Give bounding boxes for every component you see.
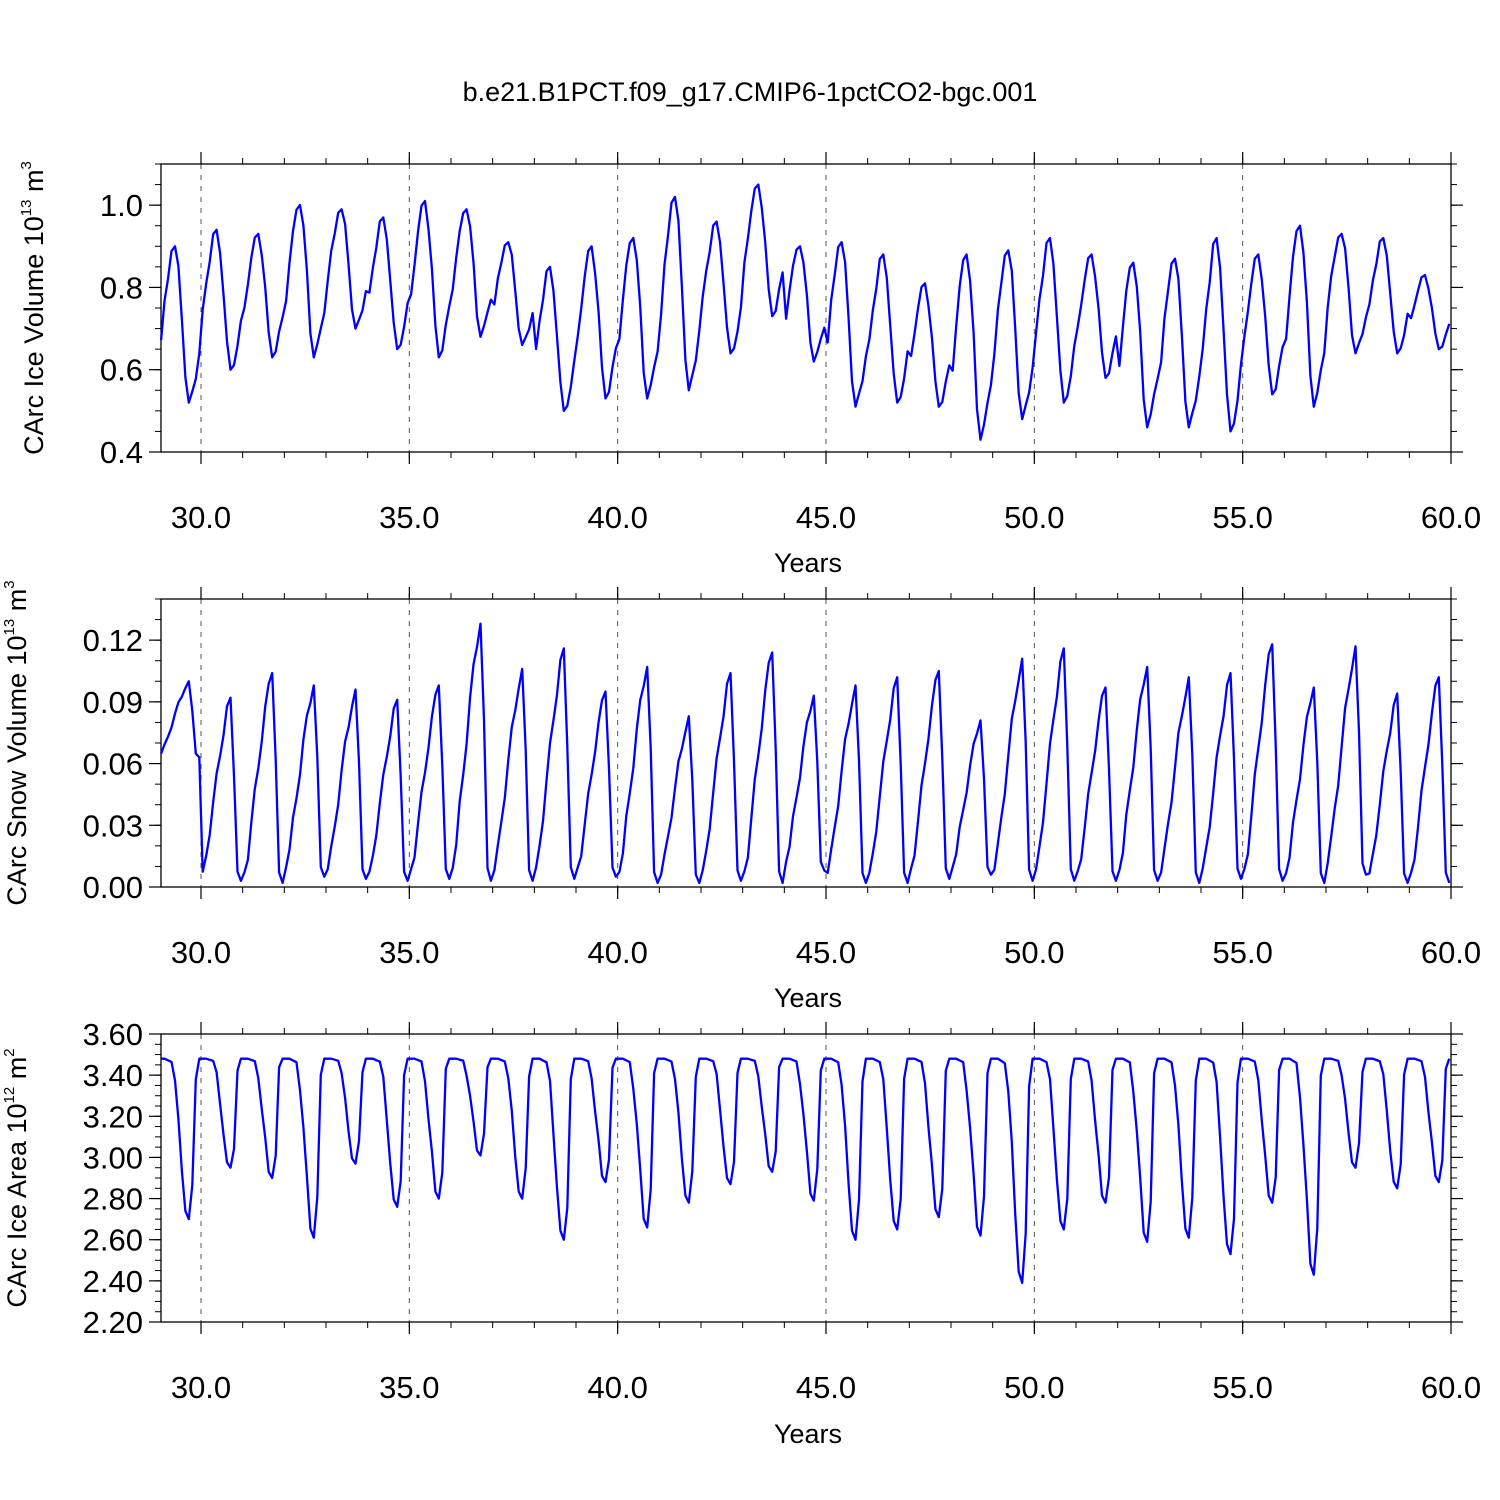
x-tick-label: 30.0 [171,1370,231,1405]
x-tick-label: 55.0 [1212,1370,1272,1405]
y-tick-label: 0.03 [83,808,143,843]
x-tick-label: 30.0 [171,500,231,535]
x-tick-label: 55.0 [1212,500,1272,535]
panel-ice-area: 2.20 2.40 2.60 2.80 3.00 3.20 3.40 3.60 30.0 35.0… [1,1017,1481,1449]
x-tick-label: 50.0 [1004,1370,1064,1405]
x-tick-label: 40.0 [587,1370,647,1405]
x-tick-label: 40.0 [587,500,647,535]
y-tick-label: 2.60 [83,1223,143,1258]
x-tick-label: 30.0 [171,935,231,970]
y-tick-label: 1.0 [100,188,143,223]
y-tick-label: 3.60 [83,1017,143,1052]
panel-snow-volume: 0.00 0.03 0.06 0.09 0.12 30.0 35.0 40.0 45.0 50.0… [1,580,1481,1013]
y-tick-label: 0.09 [83,685,143,720]
chart-title: b.e21.B1PCT.f09_g17.CMIP6-1pctCO2-bgc.00… [463,77,1038,107]
x-tick-label: 60.0 [1421,935,1481,970]
x-tick-label: 50.0 [1004,935,1064,970]
x-tick-label: 40.0 [587,935,647,970]
series-line-snow-volume [160,622,1451,885]
y-tick-label: 0.12 [83,623,143,658]
x-tick-label: 45.0 [796,500,856,535]
x-tick-label: 35.0 [379,500,439,535]
series-line-ice-area [161,1057,1451,1285]
x-tick-label: 55.0 [1212,935,1272,970]
y-tick-label: 0.4 [100,435,143,470]
y-tick-label: 3.20 [83,1099,143,1134]
x-axis-title: Years [774,983,842,1013]
x-tick-label: 35.0 [379,1370,439,1405]
x-tick-label: 35.0 [379,935,439,970]
x-tick-label: 60.0 [1421,1370,1481,1405]
x-axis-title: Years [774,1419,842,1449]
x-tick-label: 50.0 [1004,500,1064,535]
y-tick-label: 0.6 [100,353,143,388]
x-tick-label: 60.0 [1421,500,1481,535]
series-line-ice-volume [159,183,1451,441]
x-tick-label: 45.0 [796,1370,856,1405]
y-tick-label: 3.40 [83,1058,143,1093]
y-tick-label: 0.8 [100,270,143,305]
x-tick-label: 45.0 [796,935,856,970]
x-axis-title: Years [774,548,842,578]
panel-ice-volume: 0.4 0.6 0.8 1.0 30.0 35.0 40.0 45.0 50.0 55.0 60.0… [18,152,1481,578]
y-tick-label: 2.40 [83,1264,143,1299]
y-axis-title: CArc Ice Volume 1013 m3 [18,161,49,455]
y-tick-label: 0.06 [83,747,143,782]
y-tick-label: 0.00 [83,870,143,905]
y-axis-title: CArc Ice Area 1012 m2 [1,1048,32,1307]
y-tick-label: 3.00 [83,1140,143,1175]
y-tick-label: 2.20 [83,1305,143,1340]
y-axis-title: CArc Snow Volume 1013 m3 [1,580,32,905]
y-tick-label: 2.80 [83,1182,143,1217]
panels: 0.4 0.6 0.8 1.0 30.0 35.0 40.0 45.0 50.0 55.0 60.0… [1,152,1481,1449]
